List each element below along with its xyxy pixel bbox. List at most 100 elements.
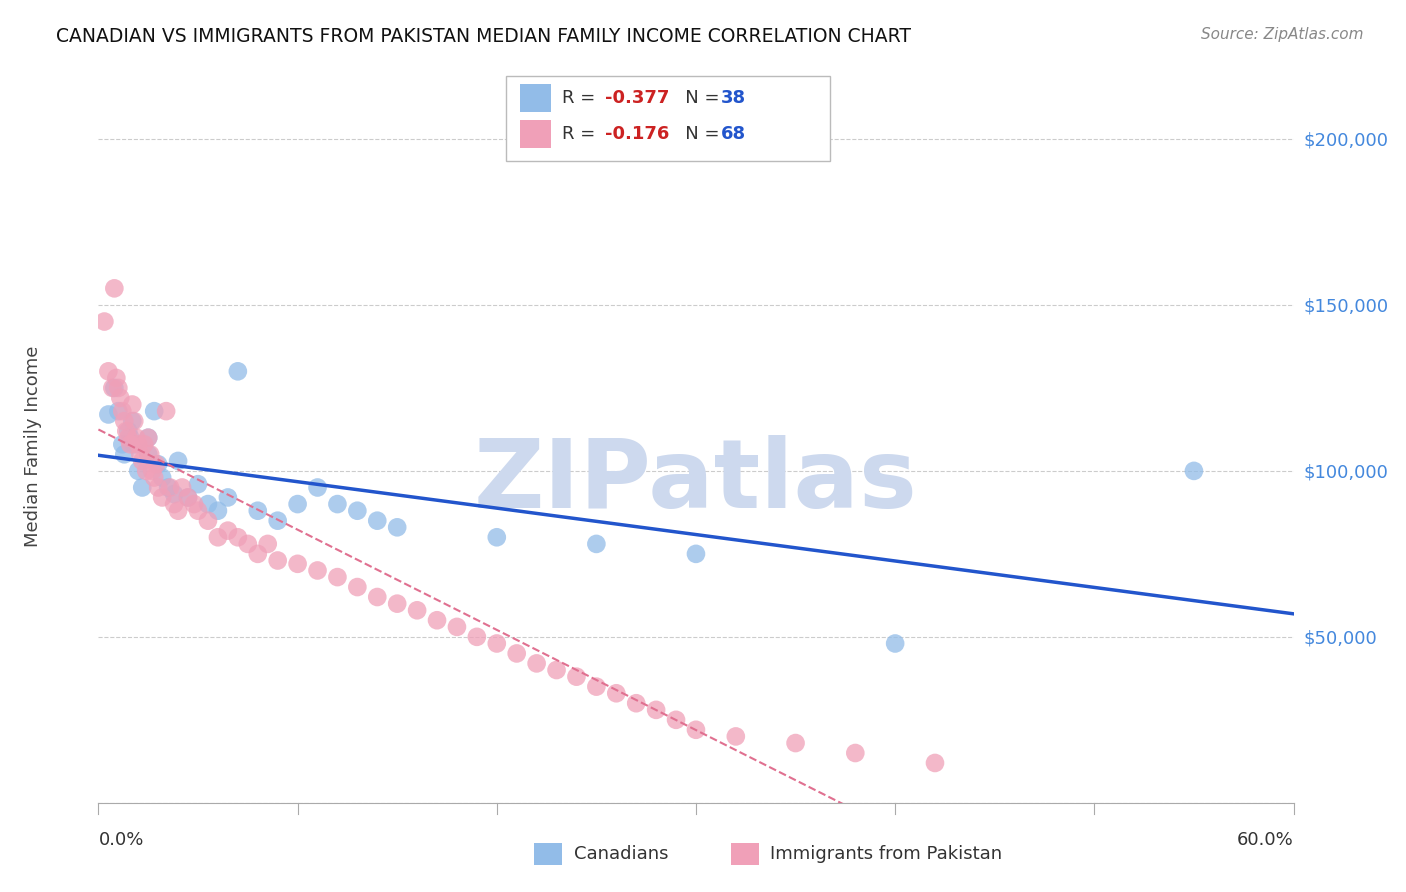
Point	[172, 481, 194, 495]
Point	[546, 663, 568, 677]
Point	[585, 680, 607, 694]
Point	[446, 620, 468, 634]
Text: 0.0%: 0.0%	[98, 831, 143, 849]
Point	[197, 514, 219, 528]
Point	[120, 437, 142, 451]
Point	[924, 756, 946, 770]
Point	[124, 437, 146, 451]
Point	[103, 381, 125, 395]
Point	[136, 431, 159, 445]
Point	[143, 404, 166, 418]
Point	[155, 404, 177, 418]
Point	[724, 730, 747, 744]
Point	[1182, 464, 1205, 478]
Point	[605, 686, 627, 700]
Point	[112, 447, 135, 461]
Point	[105, 371, 128, 385]
Point	[167, 504, 190, 518]
Point	[177, 491, 200, 505]
Point	[366, 514, 388, 528]
Text: R =: R =	[562, 125, 602, 143]
Point	[685, 723, 707, 737]
Point	[884, 636, 907, 650]
Point	[121, 397, 143, 411]
Point	[246, 547, 269, 561]
Text: -0.176: -0.176	[605, 125, 669, 143]
Point	[150, 470, 173, 484]
Point	[125, 431, 148, 445]
Point	[136, 431, 159, 445]
Point	[326, 497, 349, 511]
Point	[685, 547, 707, 561]
Text: N =: N =	[668, 89, 725, 107]
Point	[111, 404, 134, 418]
Text: Canadians: Canadians	[574, 845, 668, 863]
Point	[665, 713, 688, 727]
Point	[385, 597, 409, 611]
Point	[346, 504, 368, 518]
Point	[131, 481, 153, 495]
Point	[135, 464, 157, 478]
Point	[645, 703, 668, 717]
Text: ZIPatlas: ZIPatlas	[474, 435, 918, 528]
Point	[287, 557, 309, 571]
Text: Median Family Income: Median Family Income	[24, 345, 42, 547]
Point	[307, 564, 329, 578]
Point	[115, 424, 138, 438]
Point	[385, 520, 409, 534]
Point	[159, 481, 181, 495]
Point	[844, 746, 866, 760]
Point	[287, 497, 309, 511]
Point	[267, 514, 290, 528]
Text: CANADIAN VS IMMIGRANTS FROM PAKISTAN MEDIAN FAMILY INCOME CORRELATION CHART: CANADIAN VS IMMIGRANTS FROM PAKISTAN MED…	[56, 27, 911, 45]
Point	[785, 736, 807, 750]
Point	[246, 504, 269, 518]
Text: 68: 68	[721, 125, 747, 143]
Point	[110, 391, 132, 405]
Point	[167, 454, 190, 468]
Point	[485, 636, 508, 650]
Point	[141, 464, 163, 478]
Point	[111, 437, 134, 451]
Point	[97, 364, 120, 378]
Point	[117, 424, 139, 438]
Point	[187, 504, 209, 518]
Point	[101, 381, 124, 395]
Point	[120, 431, 142, 445]
Point	[256, 537, 278, 551]
Point	[626, 696, 648, 710]
Point	[145, 457, 167, 471]
Point	[465, 630, 488, 644]
Point	[565, 670, 588, 684]
Text: 38: 38	[721, 89, 747, 107]
Point	[217, 491, 239, 505]
Point	[406, 603, 429, 617]
Point	[585, 537, 607, 551]
Point	[143, 470, 166, 484]
Point	[131, 454, 153, 468]
Point	[148, 457, 170, 471]
Text: N =: N =	[668, 125, 725, 143]
Point	[112, 414, 135, 428]
Point	[236, 537, 259, 551]
Point	[346, 580, 368, 594]
Text: Source: ZipAtlas.com: Source: ZipAtlas.com	[1201, 27, 1364, 42]
Point	[163, 497, 186, 511]
Point	[506, 647, 529, 661]
Point	[163, 487, 186, 501]
Point	[267, 553, 290, 567]
Text: R =: R =	[562, 89, 602, 107]
Point	[197, 497, 219, 511]
Point	[124, 414, 146, 428]
Point	[226, 530, 249, 544]
Point	[136, 447, 159, 461]
Point	[107, 404, 129, 418]
Point	[366, 590, 388, 604]
Point	[526, 657, 548, 671]
Point	[127, 464, 149, 478]
Point	[117, 431, 139, 445]
Point	[139, 447, 162, 461]
Point	[97, 408, 120, 422]
Point	[127, 437, 149, 451]
Point	[157, 481, 180, 495]
